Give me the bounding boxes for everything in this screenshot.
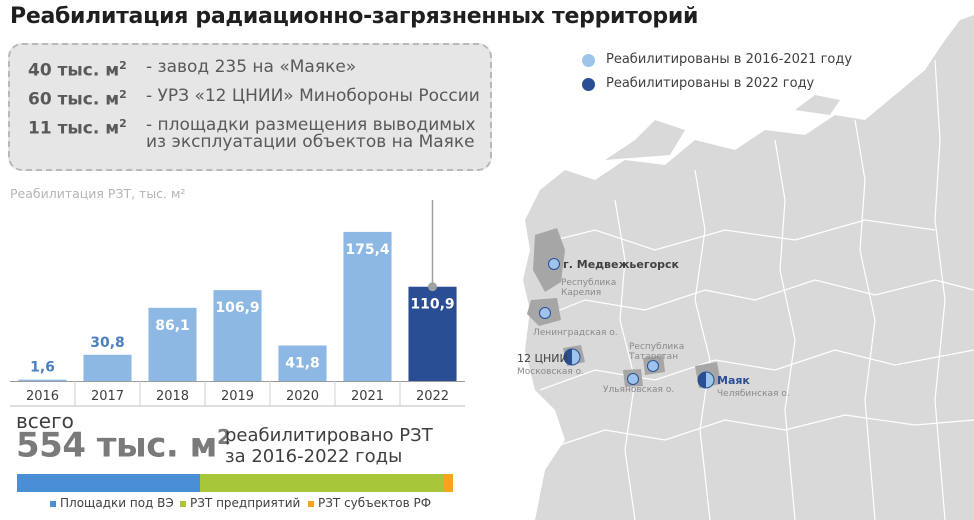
map-label-12cnii: 12 ЦНИИ [517, 352, 568, 365]
bar [83, 354, 132, 381]
bar [343, 231, 392, 381]
callout-text: - площадки размещения выводимых из экспл… [146, 115, 476, 152]
bar-value-label: 30,8 [90, 335, 125, 351]
callout-value: 11 тыс. м2 [28, 117, 127, 139]
map-borders [534, 59, 974, 520]
total-label: всего [16, 409, 74, 433]
legend-item: Площадки под ВЭ [50, 496, 174, 510]
x-tick-label: 2020 [286, 389, 319, 404]
bar [213, 290, 262, 381]
x-tick-label: 2017 [91, 389, 124, 404]
callout-text: - завод 235 на «Маяке» [146, 57, 357, 77]
map-landmass [605, 120, 685, 160]
stacked-share-bar [17, 474, 453, 492]
map-marker-tatarstan [647, 360, 659, 372]
map-label-mayak: Маяк [717, 374, 750, 387]
legend-dot-2016-2021 [582, 54, 595, 67]
callout-text: - УРЗ «12 ЦНИИ» Минобороны России [146, 86, 480, 106]
map-marker-leningrad [539, 307, 551, 319]
x-tick-label: 2016 [26, 389, 59, 404]
map-marker-mayak-half [698, 372, 706, 388]
map-sublabel-chelyabinsk: Челябинская о. [717, 389, 790, 399]
x-tick-label: 2021 [351, 389, 384, 404]
callout-box: 40 тыс. м2 - завод 235 на «Маяке» 60 тыс… [8, 43, 492, 171]
bar-value-label: 86,1 [155, 318, 190, 334]
stack-segment [17, 474, 201, 492]
stack-segment [200, 474, 445, 492]
map-sublabel-ulyanovsk: Ульяновская о. [603, 385, 674, 395]
map-sublabel-tatarstan: Татарстан [628, 352, 678, 362]
map-sublabel-karelia: Карелия [561, 288, 601, 298]
page-title: Реабилитация радиационно-загрязненных те… [10, 4, 699, 29]
callout-connector-dot [428, 282, 437, 292]
bar [18, 379, 67, 382]
legend-item: РЗТ субъектов РФ [308, 496, 431, 510]
map-sublabel-karelia: Республика [561, 278, 616, 288]
bar-value-label: 1,6 [30, 360, 55, 376]
map-sublabel-moscow: Московская о. [517, 367, 584, 377]
legend-dot-2022 [582, 78, 595, 91]
russia-map: г. Медвежьегорск Республика Карелия Лени… [517, 15, 974, 520]
x-tick-label: 2018 [156, 389, 189, 404]
bar [408, 286, 457, 381]
chart-title: Реабилитация РЗТ, тыс. м² [10, 186, 186, 201]
map-label-medvezhyegorsk: г. Медвежьегорск [563, 258, 680, 271]
legend-item: РЗТ предприятий [180, 496, 300, 510]
map-landmass [523, 15, 974, 520]
map-sublabel-leningrad: Ленинградская о. [533, 328, 618, 338]
stack-segment [444, 474, 453, 492]
bar-chart: 1,6 2016 30,8 2017 86,1 2018 106,9 2019 41,8 2020… [10, 200, 465, 407]
map-marker-12cnii-half [564, 349, 572, 365]
bar-value-label: 110,9 [410, 297, 454, 313]
callout-value: 40 тыс. м2 [28, 59, 127, 81]
total-description: реабилитировано РЗТ за 2016-2022 годы [225, 425, 433, 467]
x-tick-label: 2022 [416, 389, 449, 404]
map-landmass [795, 95, 840, 115]
legend-swatch [50, 500, 56, 507]
bar [278, 345, 327, 381]
legend-swatch [180, 500, 186, 507]
map-sublabel-tatarstan: Республика [629, 342, 684, 352]
map-region-karelia [533, 228, 565, 292]
bar-value-label: 41,8 [285, 355, 320, 371]
bar-value-label: 175,4 [345, 242, 390, 258]
x-tick-label: 2019 [221, 389, 254, 404]
bar-value-label: 106,9 [215, 300, 259, 316]
bar [148, 307, 197, 381]
callout-value: 60 тыс. м2 [28, 88, 127, 110]
legend-swatch [308, 500, 314, 507]
total-value: 554 тыс. м2 [16, 425, 231, 466]
map-marker-medvezhyegorsk [548, 258, 560, 270]
map-marker-ulyanovsk [627, 373, 639, 385]
